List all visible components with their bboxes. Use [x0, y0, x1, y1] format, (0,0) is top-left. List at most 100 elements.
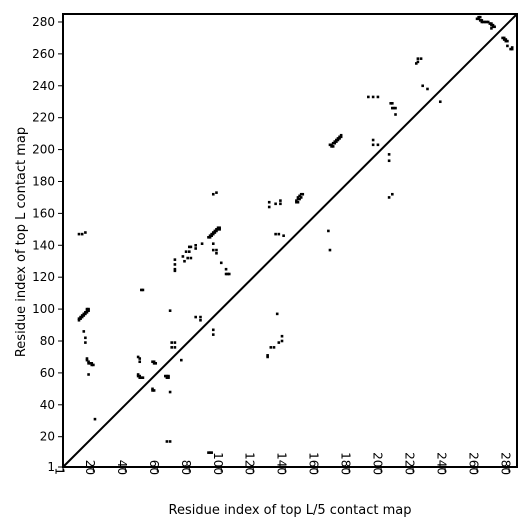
contact-point — [328, 248, 332, 252]
contact-point — [208, 234, 212, 238]
contact-point — [330, 143, 333, 147]
contact-point — [266, 354, 269, 357]
contact-point — [482, 20, 485, 24]
contact-point — [274, 202, 277, 206]
contact-point — [280, 334, 284, 338]
contact-point — [173, 269, 177, 273]
contact-point — [151, 387, 154, 391]
contact-point — [219, 261, 223, 265]
x-tick-label: 220 — [403, 452, 417, 475]
contact-point — [79, 315, 82, 319]
contact-point — [376, 95, 380, 99]
contact-point — [299, 192, 303, 196]
contact-point — [138, 357, 142, 360]
contact-point — [295, 200, 298, 204]
contact-point — [165, 440, 169, 443]
contact-point — [136, 373, 140, 376]
y-tick-label: 80 — [40, 334, 55, 348]
contact-point — [387, 153, 391, 156]
contact-point — [389, 102, 393, 105]
contact-point — [391, 192, 394, 196]
contact-point — [416, 60, 420, 64]
contact-point — [391, 102, 394, 105]
contact-point — [152, 389, 156, 392]
contact-point — [299, 196, 303, 199]
y-tick-label: 260 — [32, 47, 55, 61]
contact-point — [189, 245, 193, 249]
contact-point — [416, 57, 420, 60]
contact-point — [165, 374, 169, 378]
contact-point — [194, 247, 197, 250]
y-tick-label: 60 — [40, 366, 55, 380]
y-tick-label: 1 — [47, 460, 55, 474]
contact-point — [136, 355, 140, 359]
contact-point — [215, 228, 218, 231]
contact-point — [92, 363, 95, 367]
x-tick-label: 240 — [435, 452, 449, 475]
contact-point — [394, 113, 397, 116]
contact-point — [478, 19, 482, 22]
x-tick-label: 160 — [307, 452, 321, 475]
contact-point — [187, 245, 191, 249]
x-tick-label: 1 — [53, 467, 67, 475]
contact-point — [215, 191, 218, 194]
contact-point — [151, 389, 154, 392]
contact-point — [199, 315, 202, 319]
contact-point — [438, 100, 442, 104]
contact-point — [213, 229, 217, 233]
contact-point — [502, 38, 506, 41]
contact-point — [82, 312, 86, 316]
contact-point — [215, 229, 218, 233]
contact-point — [210, 451, 213, 454]
contact-point — [168, 309, 172, 312]
contact-point — [211, 248, 215, 252]
contact-point — [211, 192, 215, 196]
x-tick-label: 200 — [371, 452, 385, 475]
contact-point — [138, 374, 142, 378]
contact-point — [80, 314, 84, 317]
contact-point — [189, 256, 193, 260]
contact-point — [141, 288, 145, 292]
contact-point — [77, 317, 81, 320]
contact-point — [279, 199, 282, 202]
contact-points — [77, 15, 514, 454]
contact-point — [184, 250, 188, 253]
contact-point — [85, 307, 89, 311]
contact-point — [483, 20, 487, 24]
contact-point — [274, 232, 277, 236]
contact-point — [87, 360, 90, 364]
contact-point — [154, 362, 158, 365]
contact-point — [215, 248, 218, 252]
y-tick-label: 40 — [40, 398, 55, 412]
contact-point — [140, 288, 143, 292]
contact-point — [165, 376, 169, 379]
contact-point — [173, 346, 177, 349]
y-axis-label: Residue index of top L contact map — [14, 127, 29, 357]
y-tick-label: 240 — [32, 79, 55, 93]
contact-point — [224, 272, 228, 276]
y-tick-label: 280 — [32, 15, 55, 29]
contact-point — [173, 341, 177, 344]
contact-point — [141, 376, 145, 379]
contact-point — [136, 374, 140, 378]
contact-point — [82, 330, 86, 333]
contact-point — [501, 36, 504, 40]
contact-point — [167, 376, 170, 379]
contact-point — [138, 360, 142, 364]
contact-point — [90, 363, 94, 367]
contact-point — [266, 355, 269, 359]
contact-point — [480, 19, 484, 22]
contact-point — [80, 232, 84, 236]
contact-point — [168, 440, 172, 443]
contact-point — [173, 258, 177, 261]
contact-point — [215, 251, 218, 255]
contact-point — [493, 25, 496, 29]
contact-point — [227, 272, 231, 276]
x-tick-label: 120 — [243, 452, 257, 475]
contact-point — [181, 255, 185, 258]
x-tick-label: 180 — [339, 452, 353, 475]
contact-point — [85, 357, 89, 360]
contact-point — [194, 315, 197, 319]
contact-point — [211, 232, 215, 236]
contact-point — [211, 333, 215, 336]
